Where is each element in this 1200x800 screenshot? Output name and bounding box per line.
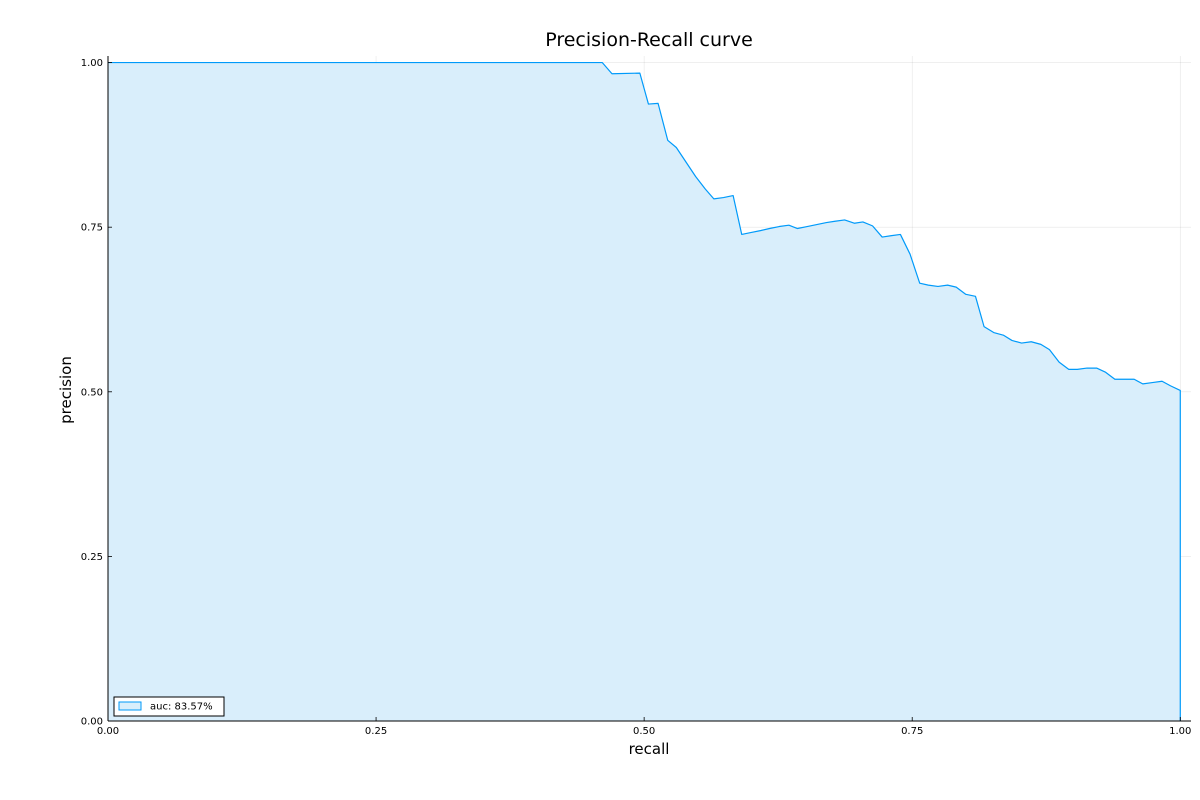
x-tick-label: 1.00 xyxy=(1169,726,1191,737)
y-tick-label: 0.50 xyxy=(81,387,103,398)
axes xyxy=(107,56,1191,722)
legend-swatch xyxy=(118,701,142,711)
x-tick-label: 0.50 xyxy=(633,726,655,737)
pr-area-fill xyxy=(108,62,1181,721)
y-tick-label: 0.25 xyxy=(81,552,103,563)
x-tick-label: 0.25 xyxy=(365,726,387,737)
x-tick-label: 0.00 xyxy=(97,726,119,737)
y-tick-label: 1.00 xyxy=(81,58,103,69)
pr-curve-line xyxy=(108,61,1181,721)
legend: auc: 83.57% xyxy=(113,696,225,717)
chart-title: Precision-Recall curve xyxy=(545,29,753,51)
legend-label: auc: 83.57% xyxy=(150,702,213,713)
x-tick-label: 0.75 xyxy=(901,726,923,737)
plot-area-layer xyxy=(108,61,1181,721)
y-tick-label: 0.75 xyxy=(81,223,103,234)
y-axis-label: precision xyxy=(57,356,75,424)
x-axis-label: recall xyxy=(629,740,670,758)
tick-labels: 0.00 0.25 0.50 0.75 1.00 0.00 0.25 0.50 0.75 1.00 xyxy=(81,58,1192,737)
y-tick-label: 0.00 xyxy=(81,717,103,728)
